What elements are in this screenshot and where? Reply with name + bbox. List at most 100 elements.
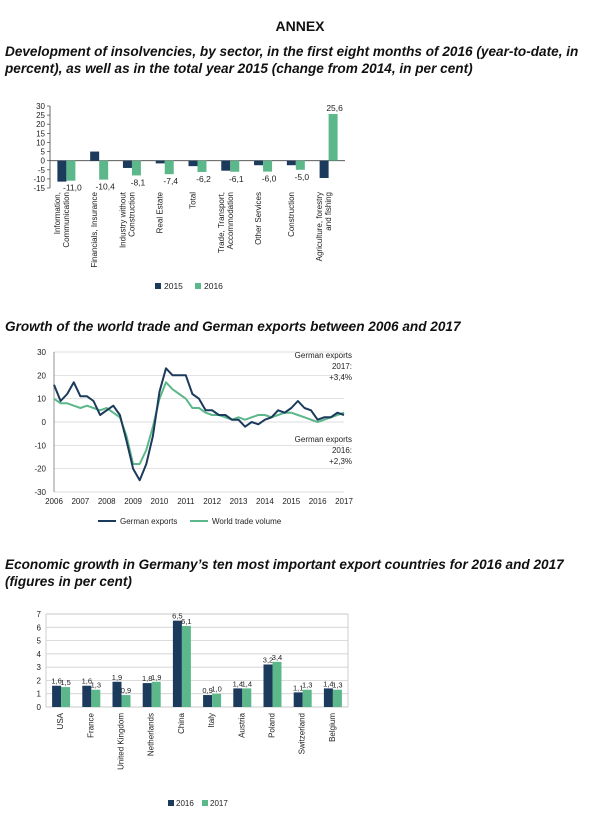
category-label: Construction xyxy=(127,192,136,237)
bar-2016 xyxy=(263,664,273,707)
annotation-text: 2017: xyxy=(332,362,352,371)
data-label: -11,0 xyxy=(63,183,82,193)
bar-2016 xyxy=(99,160,109,180)
x-tick-label: 2011 xyxy=(177,497,195,506)
y-tick-label: 10 xyxy=(36,138,45,147)
data-label: 6,1 xyxy=(181,617,191,626)
chart2-heading: Growth of the world trade and German exp… xyxy=(5,319,461,334)
line-world-trade-volume xyxy=(53,381,345,465)
category-label: Agriculture, forestry xyxy=(315,192,324,261)
data-label: 1,3 xyxy=(91,681,101,690)
y-tick-label: -20 xyxy=(34,465,46,474)
category-label: Trade, Transport, xyxy=(217,192,226,253)
category-label: Information, xyxy=(53,192,62,234)
data-label: -8,1 xyxy=(131,177,146,187)
data-label: 1,4 xyxy=(323,679,333,688)
data-label: 1,3 xyxy=(332,681,342,690)
annotation-text: German exports xyxy=(295,351,352,360)
x-tick-label: 2017 xyxy=(335,497,353,506)
category-label: and fishing xyxy=(324,192,333,231)
data-label: 1,3 xyxy=(302,681,312,690)
category-label: Austria xyxy=(237,712,246,737)
data-label: 1,0 xyxy=(211,685,221,694)
y-tick-label: 3 xyxy=(37,663,42,672)
y-tick-label: 4 xyxy=(37,650,42,659)
y-tick-label: 7 xyxy=(37,610,42,619)
data-label: 1,6 xyxy=(82,677,92,686)
category-label: Construction xyxy=(287,192,296,237)
legend-swatch xyxy=(168,800,174,806)
legend-label: World trade volume xyxy=(212,517,282,526)
bar-2017 xyxy=(181,625,191,707)
bar-2017 xyxy=(332,689,342,707)
data-label: 1,5 xyxy=(60,678,70,687)
data-label: 25,6 xyxy=(326,103,343,113)
x-tick-label: 2010 xyxy=(151,497,169,506)
category-label: Poland xyxy=(268,713,277,738)
y-tick-label: 0 xyxy=(42,418,47,427)
bar-2016 xyxy=(164,160,174,175)
category-label: USA xyxy=(56,712,65,729)
bar-2017 xyxy=(151,681,161,707)
bar-2017 xyxy=(61,687,71,707)
legend-label: 2016 xyxy=(204,281,223,291)
bar-2016 xyxy=(203,695,213,707)
y-tick-label: 10 xyxy=(37,395,46,404)
data-label: 0,9 xyxy=(202,686,212,695)
y-tick-label: -30 xyxy=(34,488,46,497)
bar-2017 xyxy=(272,661,282,707)
y-tick-label: 5 xyxy=(37,637,42,646)
bar-2017 xyxy=(212,693,222,707)
bar-2016 xyxy=(112,681,122,707)
data-label: 1,4 xyxy=(233,679,243,688)
bar-2016 xyxy=(328,114,338,161)
data-label: -10,4 xyxy=(95,182,115,192)
bar-2016 xyxy=(233,688,243,707)
category-label: Real Estate xyxy=(156,191,165,233)
category-label: China xyxy=(177,712,186,733)
bar-2015 xyxy=(254,160,264,166)
data-label: -7,4 xyxy=(163,176,178,186)
category-label: Other Services xyxy=(254,192,263,245)
data-label: 1,9 xyxy=(112,673,122,682)
bar-2016 xyxy=(142,683,152,707)
x-tick-label: 2014 xyxy=(256,497,274,506)
bar-2017 xyxy=(302,689,312,707)
bar-2016 xyxy=(263,160,273,172)
x-tick-label: 2007 xyxy=(71,497,89,506)
y-tick-label: 25 xyxy=(36,111,45,120)
bar-2015 xyxy=(188,160,198,167)
bar-2016 xyxy=(131,160,141,176)
data-label: -5,0 xyxy=(295,172,310,182)
chart1-heading: Development of insolvencies, by sector, … xyxy=(5,44,579,76)
category-label: Accommodation xyxy=(226,192,235,249)
legend-label: German exports xyxy=(120,517,177,526)
bar-2016 xyxy=(295,160,305,170)
data-label: 1,1 xyxy=(293,683,303,692)
bar-2016 xyxy=(293,692,303,707)
annotation-text: German exports xyxy=(295,435,352,444)
chart3-heading: Economic growth in Germany’s ten most im… xyxy=(5,557,564,589)
bar-2016 xyxy=(323,688,333,707)
line-german-exports xyxy=(53,367,345,482)
legend-swatch xyxy=(202,800,208,806)
category-label: France xyxy=(86,712,95,737)
category-label: Netherlands xyxy=(147,713,156,756)
bar-2015 xyxy=(57,160,67,182)
y-tick-label: -10 xyxy=(34,441,46,450)
category-label: Communication xyxy=(62,192,71,248)
x-tick-label: 2016 xyxy=(309,497,327,506)
data-label: 1,8 xyxy=(142,674,152,683)
y-tick-label: 6 xyxy=(37,623,42,632)
data-label: 3,2 xyxy=(263,655,273,664)
y-tick-label: 30 xyxy=(36,102,45,111)
x-tick-label: 2006 xyxy=(45,497,63,506)
y-tick-label: 0 xyxy=(37,703,42,712)
data-label: 0,9 xyxy=(121,686,131,695)
legend-label: 2017 xyxy=(210,799,228,808)
bar-2017 xyxy=(242,688,252,707)
x-tick-label: 2012 xyxy=(203,497,221,506)
data-label: -6,1 xyxy=(229,174,244,184)
y-tick-label: 15 xyxy=(36,129,45,138)
